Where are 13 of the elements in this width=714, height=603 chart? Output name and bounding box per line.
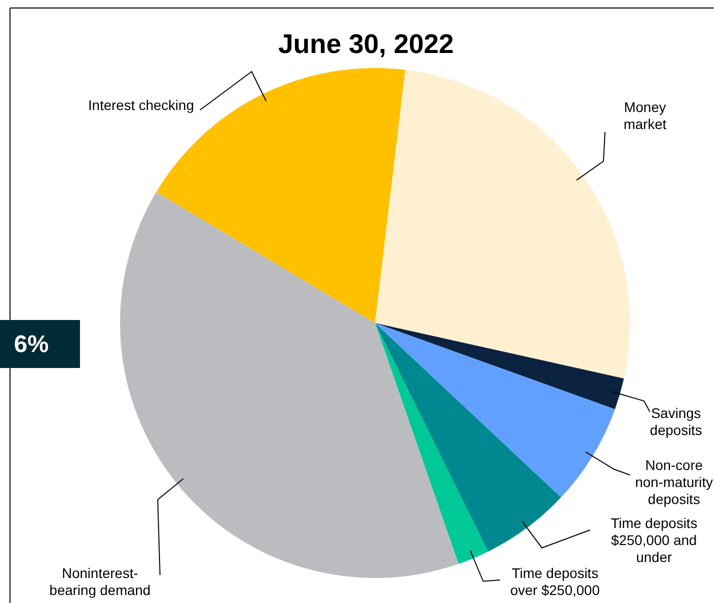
chart-title: June 30, 2022	[278, 29, 454, 59]
slice-label: Money market	[624, 99, 666, 132]
slice-label: Savings deposits	[650, 405, 702, 438]
pie-slice	[375, 323, 562, 552]
slice-label: Interest checking	[88, 97, 194, 113]
pie-slice	[375, 323, 615, 498]
slice-label: Time deposits over $250,000	[510, 565, 600, 598]
slice-label: Noninterest-bearing demand	[49, 565, 151, 598]
slice-label: Non-core non-maturity deposits	[635, 457, 713, 507]
text: 6%	[14, 331, 49, 358]
slice-label: Time deposits $250,000 and under	[610, 515, 698, 565]
pie-slice	[375, 323, 488, 564]
pie-slice	[375, 323, 624, 410]
